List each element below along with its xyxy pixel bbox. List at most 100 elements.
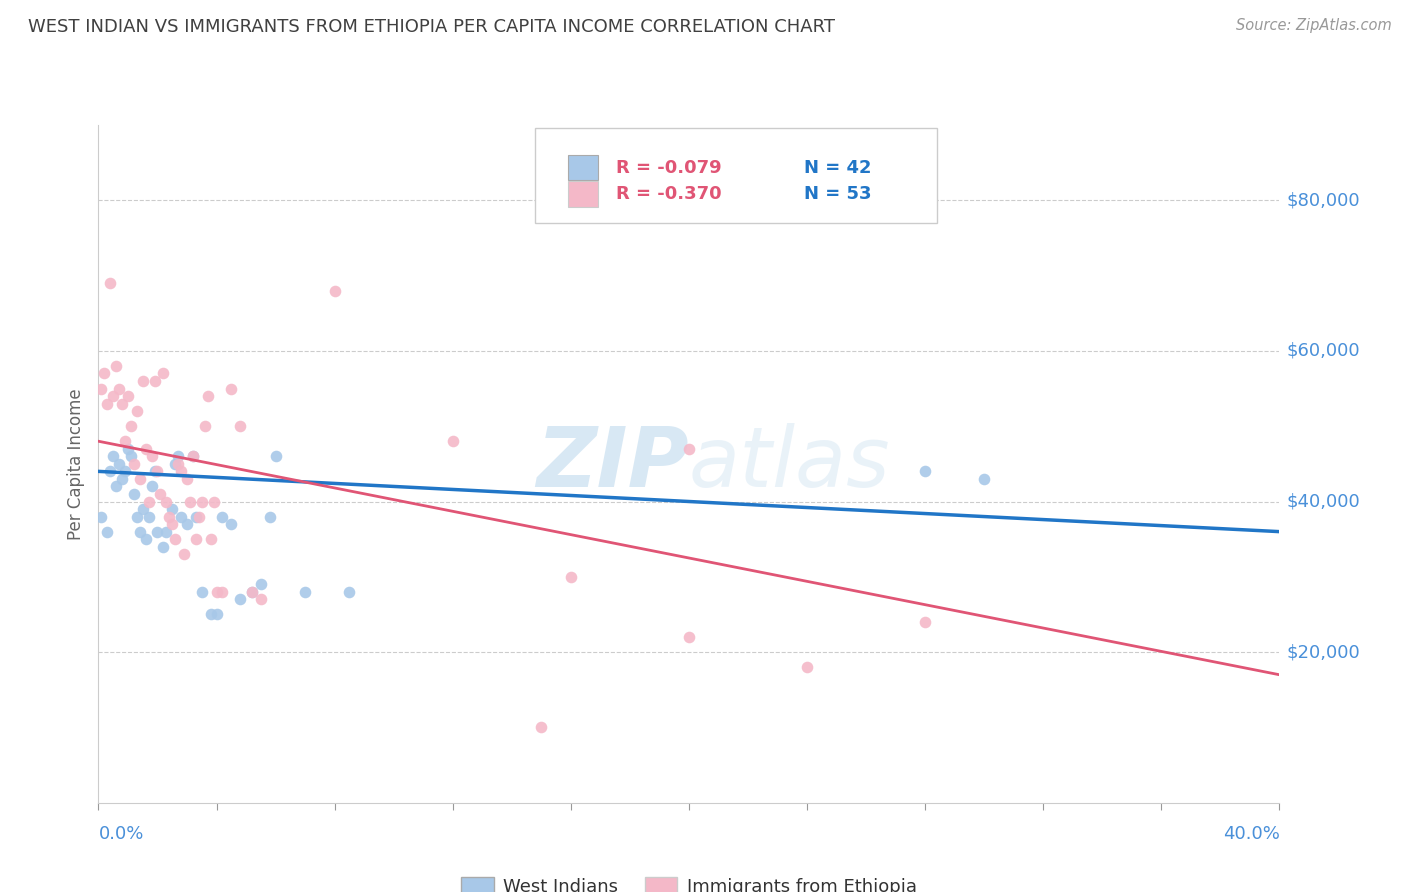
Point	[191, 585, 214, 599]
Point	[117, 442, 139, 456]
Point	[678, 442, 700, 456]
Point	[250, 577, 273, 591]
Point	[165, 457, 187, 471]
Point	[146, 464, 169, 478]
Point	[96, 396, 118, 410]
Point	[323, 284, 346, 298]
Text: 0.0%: 0.0%	[98, 825, 143, 843]
Text: $20,000: $20,000	[1286, 643, 1360, 661]
FancyBboxPatch shape	[568, 154, 598, 180]
Point	[240, 585, 263, 599]
Point	[128, 472, 150, 486]
Point	[108, 382, 131, 396]
Point	[205, 585, 228, 599]
Point	[219, 517, 242, 532]
Point	[122, 487, 145, 501]
Point	[200, 532, 222, 546]
Point	[294, 585, 316, 599]
Point	[211, 509, 233, 524]
Point	[90, 509, 112, 524]
Point	[197, 389, 219, 403]
Point	[173, 547, 195, 561]
Point	[125, 509, 148, 524]
Point	[914, 615, 936, 629]
Y-axis label: Per Capita Income: Per Capita Income	[67, 388, 86, 540]
Point	[914, 464, 936, 478]
Text: WEST INDIAN VS IMMIGRANTS FROM ETHIOPIA PER CAPITA INCOME CORRELATION CHART: WEST INDIAN VS IMMIGRANTS FROM ETHIOPIA …	[28, 18, 835, 36]
FancyBboxPatch shape	[536, 128, 936, 223]
Point	[157, 509, 180, 524]
Point	[138, 494, 160, 508]
Point	[135, 532, 157, 546]
Text: $40,000: $40,000	[1286, 492, 1360, 510]
Text: $80,000: $80,000	[1286, 191, 1360, 210]
Point	[167, 457, 190, 471]
Point	[111, 472, 134, 486]
Point	[98, 464, 121, 478]
Point	[125, 404, 148, 418]
Point	[240, 585, 263, 599]
Point	[229, 419, 252, 434]
Point	[105, 359, 128, 373]
Point	[211, 585, 233, 599]
Point	[90, 382, 112, 396]
Point	[250, 592, 273, 607]
Point	[138, 509, 160, 524]
Point	[973, 472, 995, 486]
Point	[181, 450, 204, 464]
Text: 40.0%: 40.0%	[1223, 825, 1279, 843]
Point	[441, 434, 464, 449]
Point	[120, 450, 142, 464]
Point	[143, 464, 166, 478]
Text: ZIP: ZIP	[536, 424, 689, 504]
Text: N = 53: N = 53	[804, 185, 872, 202]
Text: Source: ZipAtlas.com: Source: ZipAtlas.com	[1236, 18, 1392, 33]
Point	[141, 479, 163, 493]
Point	[132, 502, 155, 516]
Text: N = 42: N = 42	[804, 159, 872, 177]
Point	[202, 494, 225, 508]
Point	[796, 660, 818, 674]
Point	[122, 457, 145, 471]
Point	[105, 479, 128, 493]
Point	[143, 374, 166, 388]
Point	[93, 367, 115, 381]
Point	[264, 450, 287, 464]
Point	[191, 494, 214, 508]
Point	[120, 419, 142, 434]
Point	[205, 607, 228, 622]
Point	[152, 540, 174, 554]
Point	[108, 457, 131, 471]
Point	[111, 396, 134, 410]
Point	[114, 434, 136, 449]
Point	[135, 442, 157, 456]
Point	[103, 389, 125, 403]
Text: $60,000: $60,000	[1286, 342, 1360, 359]
Point	[337, 585, 360, 599]
Point	[229, 592, 252, 607]
Point	[165, 532, 187, 546]
Point	[184, 532, 207, 546]
Point	[530, 721, 553, 735]
Point	[117, 389, 139, 403]
Point	[146, 524, 169, 539]
Point	[181, 450, 204, 464]
Point	[176, 472, 198, 486]
Point	[179, 494, 201, 508]
Point	[155, 524, 177, 539]
Text: atlas: atlas	[689, 424, 890, 504]
Text: R = -0.370: R = -0.370	[616, 185, 721, 202]
Point	[259, 509, 281, 524]
Point	[96, 524, 118, 539]
Point	[170, 464, 193, 478]
Point	[200, 607, 222, 622]
Text: R = -0.079: R = -0.079	[616, 159, 721, 177]
Point	[162, 502, 183, 516]
Point	[678, 630, 700, 644]
Point	[103, 450, 125, 464]
Point	[560, 570, 582, 584]
Point	[187, 509, 209, 524]
Point	[170, 509, 193, 524]
Point	[155, 494, 177, 508]
FancyBboxPatch shape	[568, 181, 598, 207]
